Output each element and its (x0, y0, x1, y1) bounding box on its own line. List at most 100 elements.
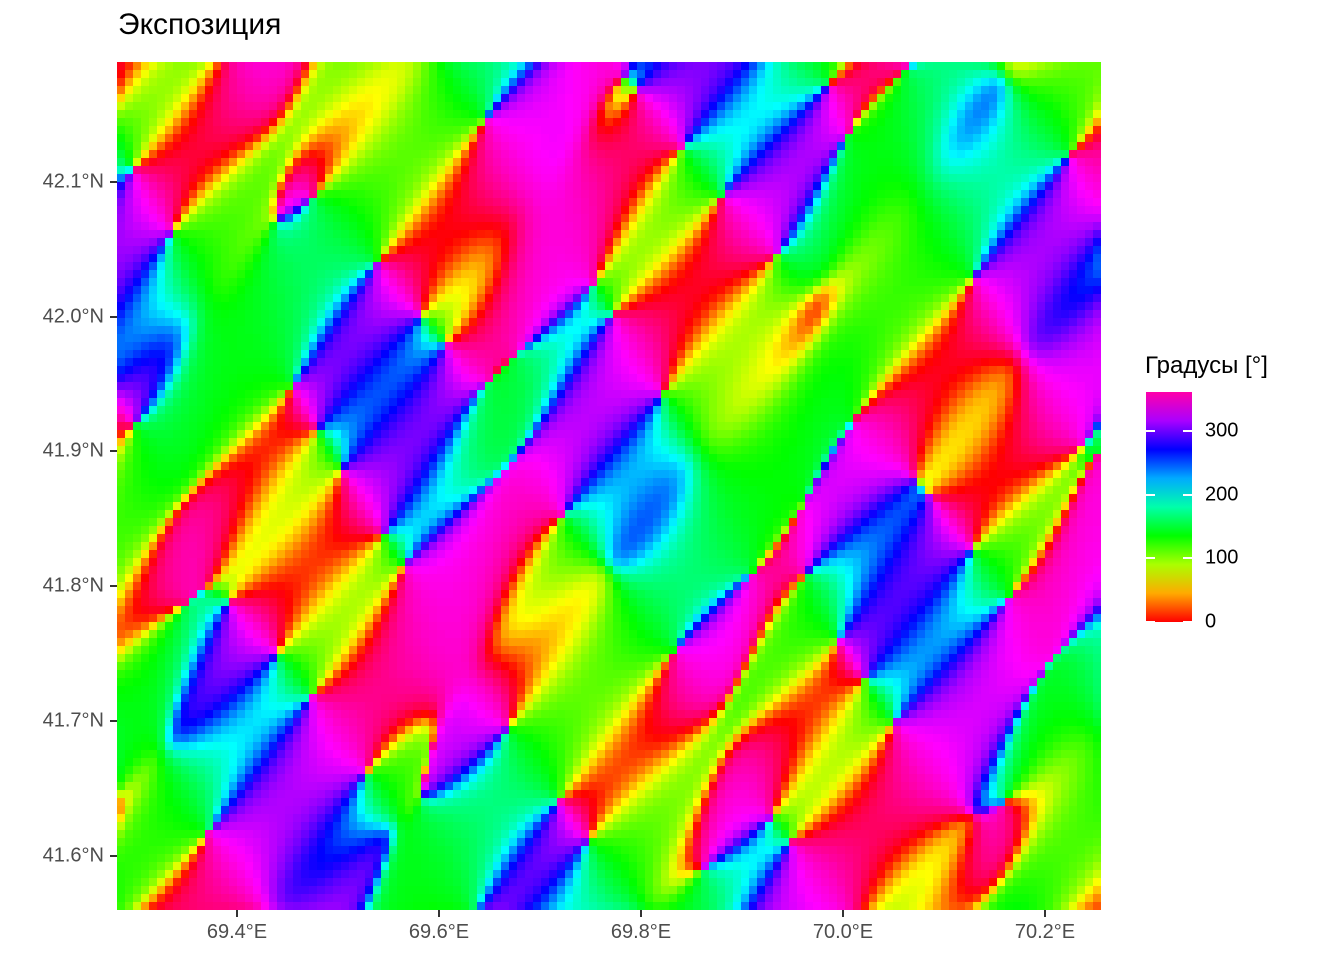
raster-cell (1029, 190, 1038, 199)
raster-cell (405, 78, 414, 87)
raster-cell (517, 318, 526, 327)
raster-cell (613, 150, 622, 159)
raster-cell (549, 254, 558, 263)
raster-cell (1013, 334, 1022, 343)
raster-cell (461, 366, 470, 375)
raster-cell (501, 174, 510, 183)
raster-cell (877, 238, 886, 247)
raster-cell (733, 278, 742, 287)
raster-cell (757, 286, 766, 295)
raster-cell (1021, 350, 1030, 359)
raster-cell (597, 118, 606, 127)
raster-cell (189, 302, 198, 311)
raster-cell (285, 254, 294, 263)
raster-cell (597, 334, 606, 343)
raster-cell (349, 230, 358, 239)
raster-cell (141, 126, 150, 135)
raster-cell (317, 102, 326, 111)
raster-cell (805, 262, 814, 271)
raster-cell (725, 206, 734, 215)
raster-cell (1037, 134, 1046, 143)
raster-cell (645, 230, 654, 239)
raster-cell (717, 142, 726, 151)
raster-cell (1037, 142, 1046, 151)
raster-cell (589, 150, 598, 159)
raster-cell (693, 374, 702, 383)
raster-cell (717, 262, 726, 271)
raster-cell (909, 238, 918, 247)
raster-cell (285, 222, 294, 231)
raster-cell (773, 222, 782, 231)
raster-cell (925, 222, 934, 231)
raster-cell (653, 110, 662, 119)
raster-cell (357, 382, 366, 391)
raster-cell (741, 246, 750, 255)
raster-cell (621, 190, 630, 199)
raster-cell (965, 334, 974, 343)
raster-cell (437, 262, 446, 271)
raster-cell (189, 110, 198, 119)
raster-cell (1045, 214, 1054, 223)
raster-cell (125, 246, 134, 255)
raster-cell (517, 342, 526, 351)
raster-cell (725, 174, 734, 183)
raster-cell (149, 174, 158, 183)
raster-cell (365, 190, 374, 199)
raster-cell (709, 238, 718, 247)
raster-cell (709, 150, 718, 159)
raster-cell (637, 182, 646, 191)
raster-cell (221, 342, 230, 351)
raster-cell (421, 110, 430, 119)
raster-cell (557, 198, 566, 207)
raster-cell (917, 326, 926, 335)
raster-cell (845, 78, 854, 87)
raster-cell (709, 182, 718, 191)
raster-cell (981, 94, 990, 103)
raster-cell (709, 118, 718, 127)
raster-cell (853, 374, 862, 383)
raster-cell (1093, 158, 1101, 167)
raster-cell (805, 270, 814, 279)
raster-cell (741, 142, 750, 151)
raster-cell (197, 78, 206, 87)
raster-cell (565, 182, 574, 191)
raster-cell (957, 318, 966, 327)
raster-cell (949, 70, 958, 79)
raster-cell (741, 206, 750, 215)
raster-cell (677, 374, 686, 383)
raster-cell (229, 70, 238, 79)
raster-cell (341, 182, 350, 191)
raster-cell (253, 382, 262, 391)
raster-cell (997, 374, 1006, 383)
raster-cell (757, 206, 766, 215)
raster-cell (1085, 334, 1094, 343)
raster-cell (117, 222, 126, 231)
raster-cell (1093, 318, 1101, 327)
raster-cell (981, 358, 990, 367)
raster-cell (893, 254, 902, 263)
raster-cell (269, 310, 278, 319)
raster-cell (157, 278, 166, 287)
raster-cell (1093, 174, 1101, 183)
raster-cell (525, 318, 534, 327)
raster-cell (277, 206, 286, 215)
raster-cell (781, 62, 790, 71)
raster-cell (653, 278, 662, 287)
raster-cell (677, 222, 686, 231)
raster-cell (877, 182, 886, 191)
raster-cell (149, 374, 158, 383)
raster-cell (925, 342, 934, 351)
raster-cell (909, 318, 918, 327)
raster-cell (797, 270, 806, 279)
raster-cell (805, 198, 814, 207)
raster-cell (973, 278, 982, 287)
raster-cell (469, 222, 478, 231)
raster-cell (909, 294, 918, 303)
raster-cell (677, 326, 686, 335)
raster-cell (253, 166, 262, 175)
raster-cell (365, 182, 374, 191)
raster-cell (781, 222, 790, 231)
raster-cell (277, 326, 286, 335)
raster-cell (1085, 294, 1094, 303)
raster-cell (373, 126, 382, 135)
